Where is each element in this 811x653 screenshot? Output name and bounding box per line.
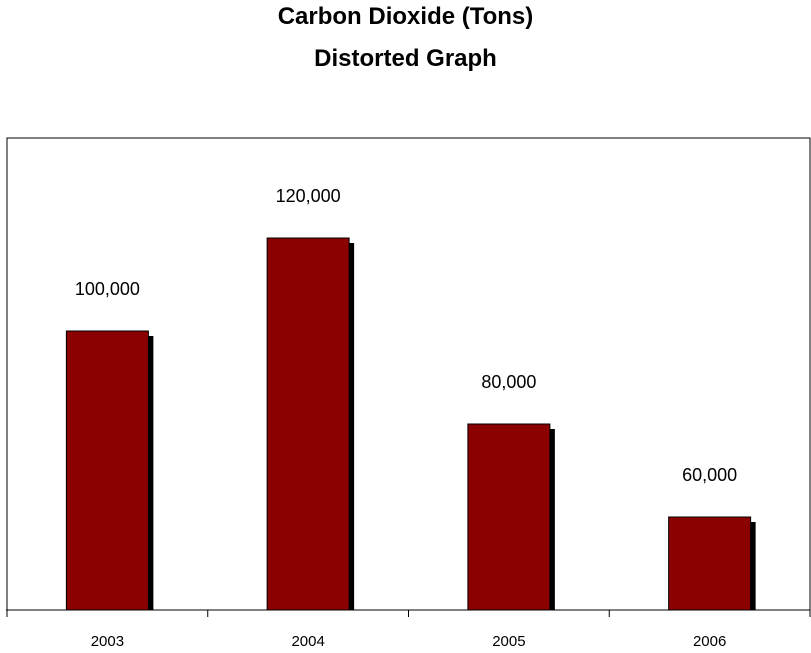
x-tick-label-2006: 2006 bbox=[693, 633, 726, 650]
bar-2004 bbox=[266, 237, 350, 611]
data-label-2004: 120,000 bbox=[276, 186, 341, 206]
x-tick-label-2003: 2003 bbox=[91, 633, 124, 650]
bar-2006 bbox=[668, 516, 752, 611]
chart-subtitle: Distorted Graph bbox=[314, 45, 497, 72]
plot-area-border bbox=[6, 137, 811, 610]
bar-2003 bbox=[65, 330, 149, 611]
bar-2005 bbox=[467, 423, 551, 611]
chart-title: Carbon Dioxide (Tons) bbox=[277, 3, 534, 30]
x-tick-label-2004: 2004 bbox=[291, 633, 324, 650]
x-tick-label-2005: 2005 bbox=[492, 633, 525, 650]
data-label-2003: 100,000 bbox=[75, 279, 140, 299]
data-label-2006: 60,000 bbox=[682, 465, 737, 485]
data-label-2005: 80,000 bbox=[481, 372, 536, 392]
